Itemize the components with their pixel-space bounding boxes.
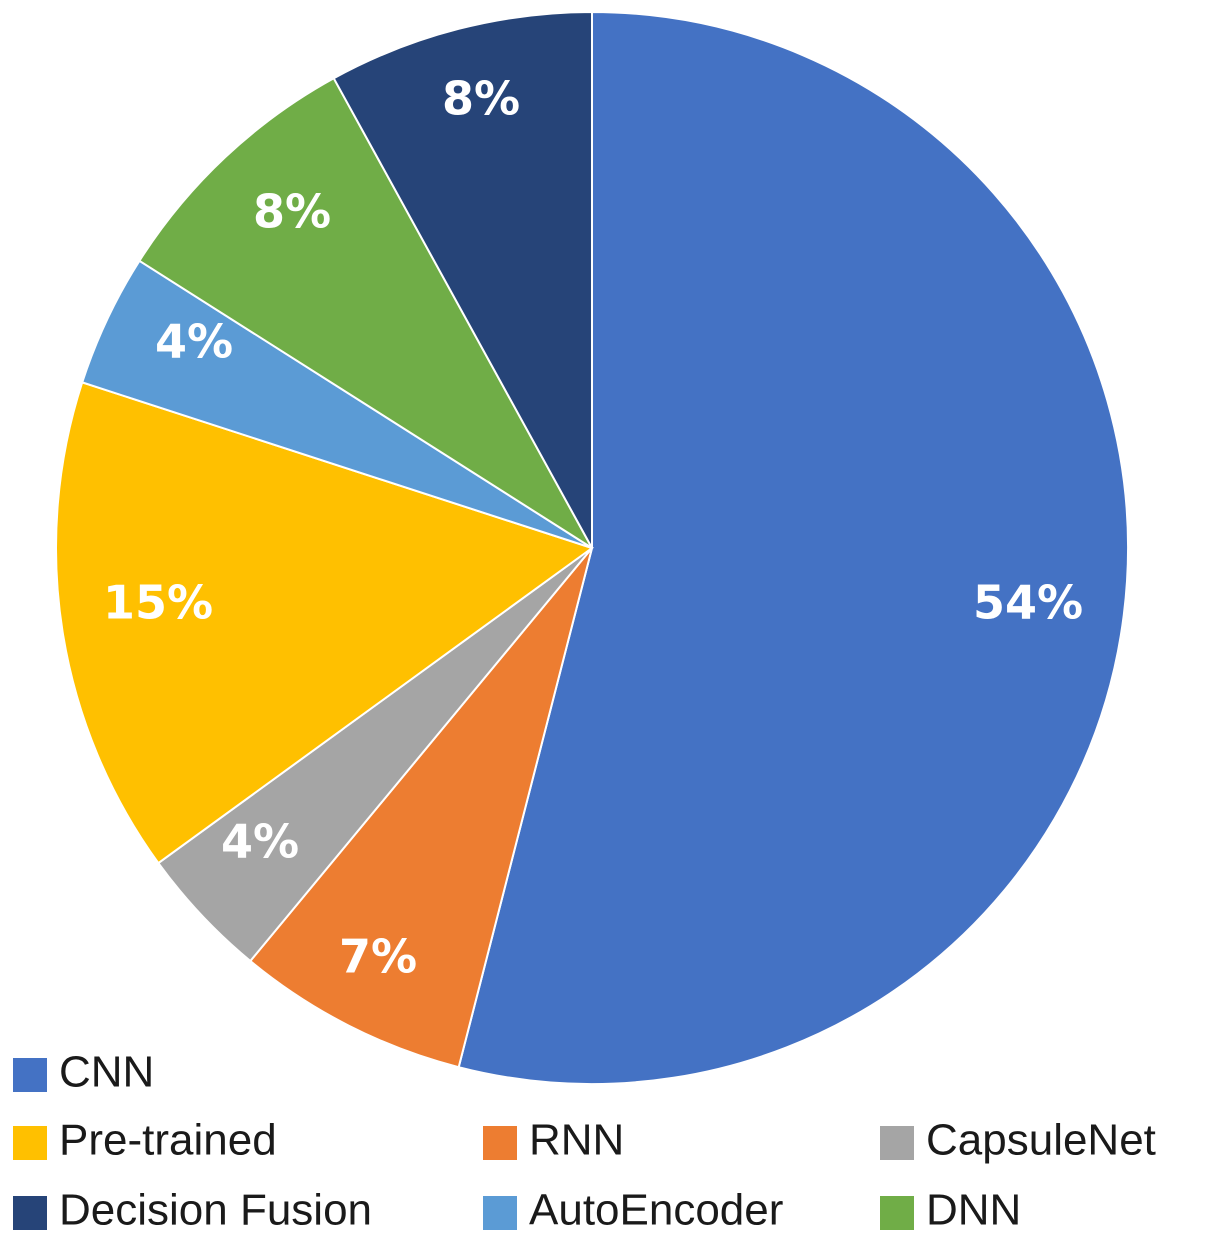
legend-swatch-dnn — [880, 1196, 914, 1230]
legend-label-rnn: RNN — [529, 1116, 624, 1165]
data-label-decision-fusion: 8% — [442, 72, 520, 126]
legend-label-autoencoder: AutoEncoder — [529, 1186, 783, 1235]
legend-label-capsulenet: CapsuleNet — [926, 1116, 1156, 1165]
pie-data-labels: 54% 7% 4% 15% 4% 8% 8% — [103, 72, 1083, 984]
data-label-rnn: 7% — [339, 930, 417, 984]
pie-slice-pre-trained — [54, 381, 595, 865]
legend-swatch-cnn — [13, 1058, 47, 1092]
legend-label-dnn: DNN — [926, 1186, 1021, 1235]
data-label-dnn: 8% — [253, 185, 331, 239]
legend-swatch-decision-fusion — [13, 1196, 47, 1230]
legend: CNN Pre-trained RNN CapsuleNet Decision Fusi… — [13, 1048, 1156, 1235]
data-label-cnn: 54% — [973, 576, 1083, 630]
data-label-autoencoder: 4% — [155, 315, 233, 369]
legend-swatch-autoencoder — [483, 1196, 517, 1230]
pie-slice-decision-fusion — [332, 10, 593, 549]
data-label-capsulenet: 4% — [221, 815, 299, 869]
legend-label-cnn: CNN — [59, 1048, 154, 1097]
legend-label-decision-fusion: Decision Fusion — [59, 1186, 372, 1235]
legend-swatch-pre-trained — [13, 1126, 47, 1160]
pie-slice-rnn — [248, 547, 593, 1069]
pie-slice-dnn — [138, 76, 593, 549]
legend-label-pre-trained: Pre-trained — [59, 1116, 277, 1165]
data-label-pre-trained: 15% — [103, 576, 213, 630]
pie-slices — [54, 10, 1129, 1085]
legend-swatch-capsulenet — [880, 1126, 914, 1160]
pie-slice-cnn — [457, 10, 1129, 1085]
legend-swatch-rnn — [483, 1126, 517, 1160]
